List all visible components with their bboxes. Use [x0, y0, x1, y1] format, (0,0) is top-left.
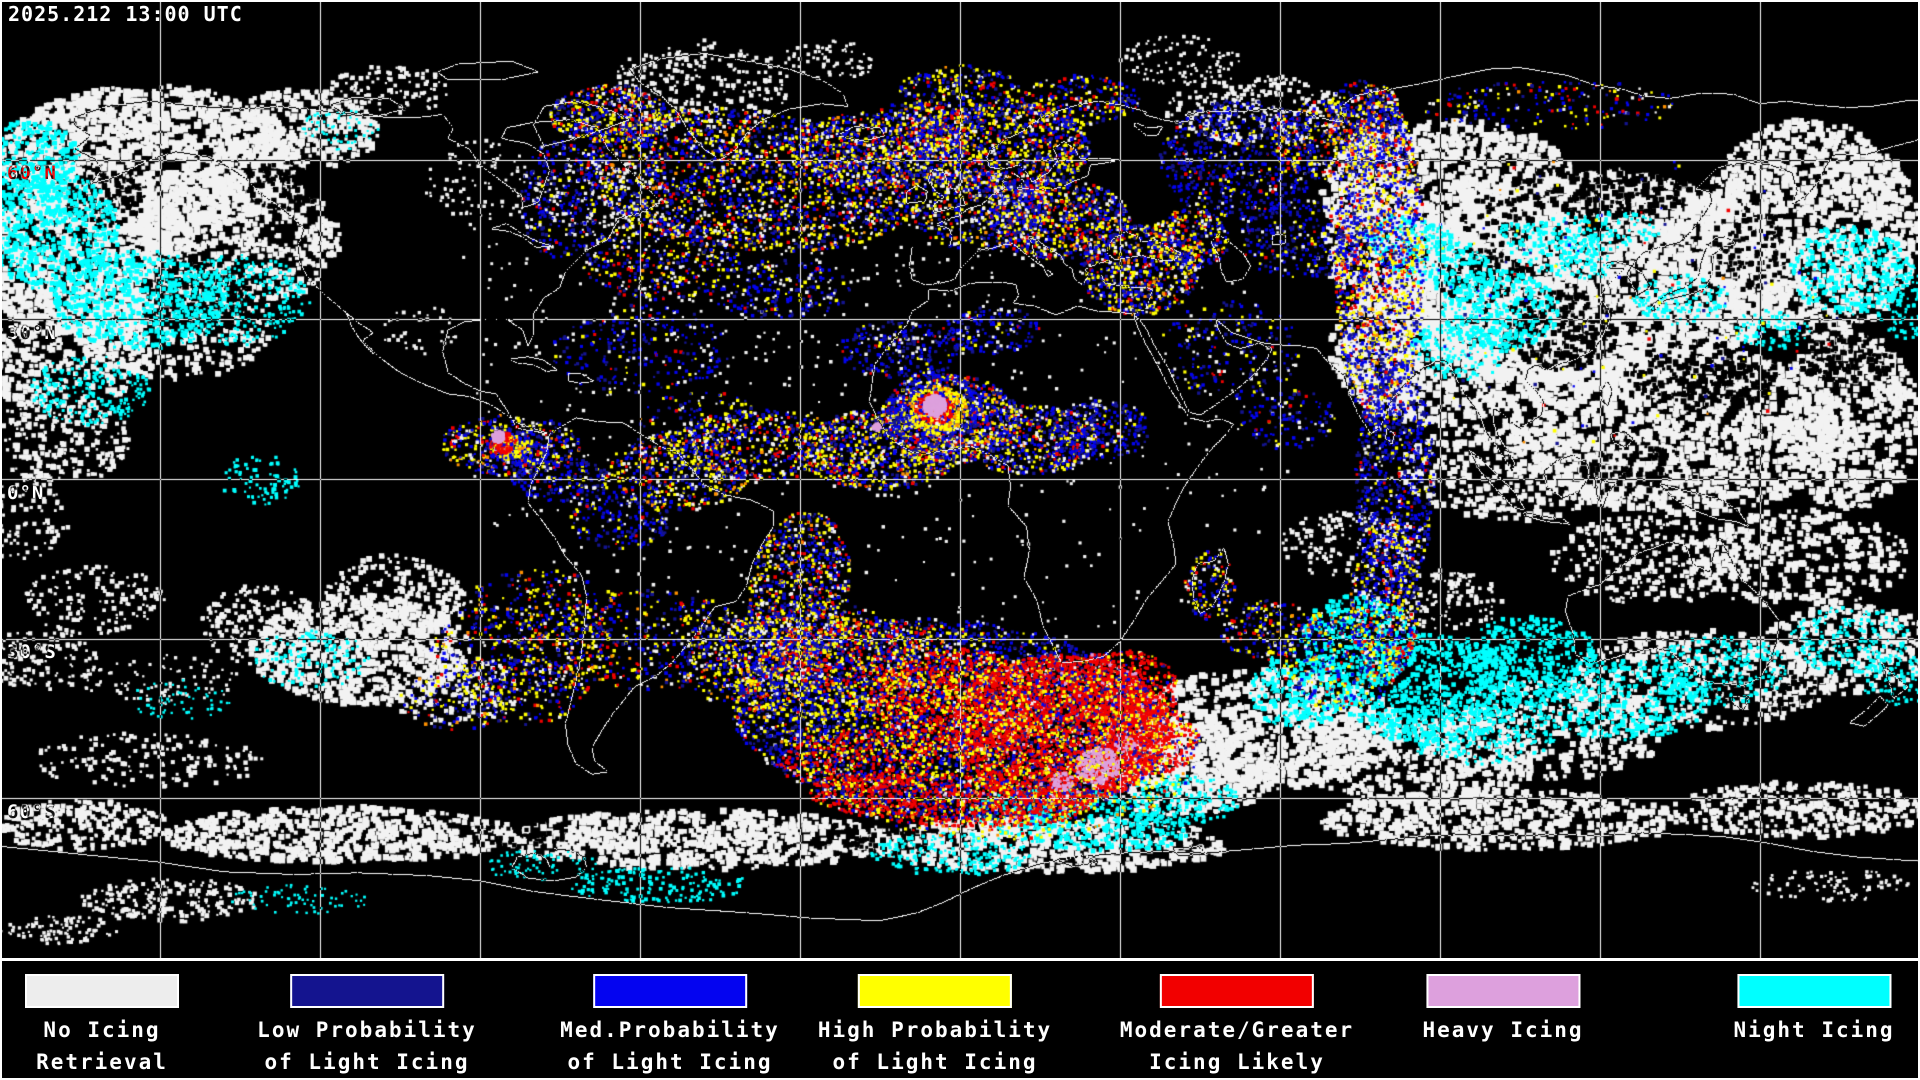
legend-label: of Light Icing	[567, 1050, 773, 1074]
legend-item-low-probability: Low Probability of Light Icing	[257, 961, 477, 1078]
icing-analysis-raster	[0, 0, 1920, 958]
legend-item-no-icing: No Icing Retrieval	[25, 961, 179, 1078]
legend-swatch-no-icing	[25, 974, 179, 1008]
legend-label: Med.Probability	[560, 1018, 780, 1042]
legend-label: Retrieval	[36, 1050, 168, 1074]
legend-item-heavy-icing: Heavy Icing	[1422, 961, 1583, 1046]
legend-label: Low Probability	[257, 1018, 477, 1042]
legend-swatch-heavy-icing	[1425, 974, 1580, 1008]
legend-label: Night Icing	[1733, 1018, 1895, 1042]
legend-item-high-probability: High Probability of Light Icing	[818, 961, 1052, 1078]
legend-label: High Probability	[817, 1018, 1053, 1042]
legend: No Icing Retrieval Low Probability of Ligh…	[0, 958, 1920, 1080]
latitude-label-0n: 0°N	[7, 482, 44, 504]
legend-label: No Icing	[43, 1018, 161, 1042]
legend-swatch-moderate-greater	[1159, 974, 1314, 1008]
latitude-label-60s: 60°S	[7, 801, 57, 823]
legend-label: of Light Icing	[832, 1050, 1038, 1074]
legend-swatch-night-icing	[1736, 974, 1891, 1008]
legend-label: Heavy Icing	[1422, 1018, 1584, 1042]
legend-item-moderate-greater: Moderate/Greater Icing Likely	[1120, 961, 1354, 1078]
latitude-label-30n: 30°N	[7, 322, 57, 344]
legend-item-med-probability: Med.Probability of Light Icing	[560, 961, 780, 1078]
map-grid-overlay: 2025.212 13:00 UTC 60°N 30°N 0°N 30°S 60…	[7, 2, 243, 823]
legend-swatch-med-probability	[593, 974, 747, 1008]
legend-swatch-low-probability	[290, 974, 444, 1008]
legend-label: Icing Likely	[1149, 1050, 1325, 1074]
latitude-label-60n: 60°N	[7, 162, 57, 184]
legend-item-night-icing: Night Icing	[1733, 961, 1894, 1046]
latitude-label-30s: 30°S	[7, 641, 57, 663]
satellite-icing-map: 2025.212 13:00 UTC 60°N 30°N 0°N 30°S 60…	[0, 0, 1920, 958]
legend-label: of Light Icing	[264, 1050, 470, 1074]
timestamp: 2025.212 13:00 UTC	[8, 2, 243, 26]
legend-swatch-high-probability	[857, 974, 1012, 1008]
legend-label: Moderate/Greater	[1119, 1018, 1355, 1042]
